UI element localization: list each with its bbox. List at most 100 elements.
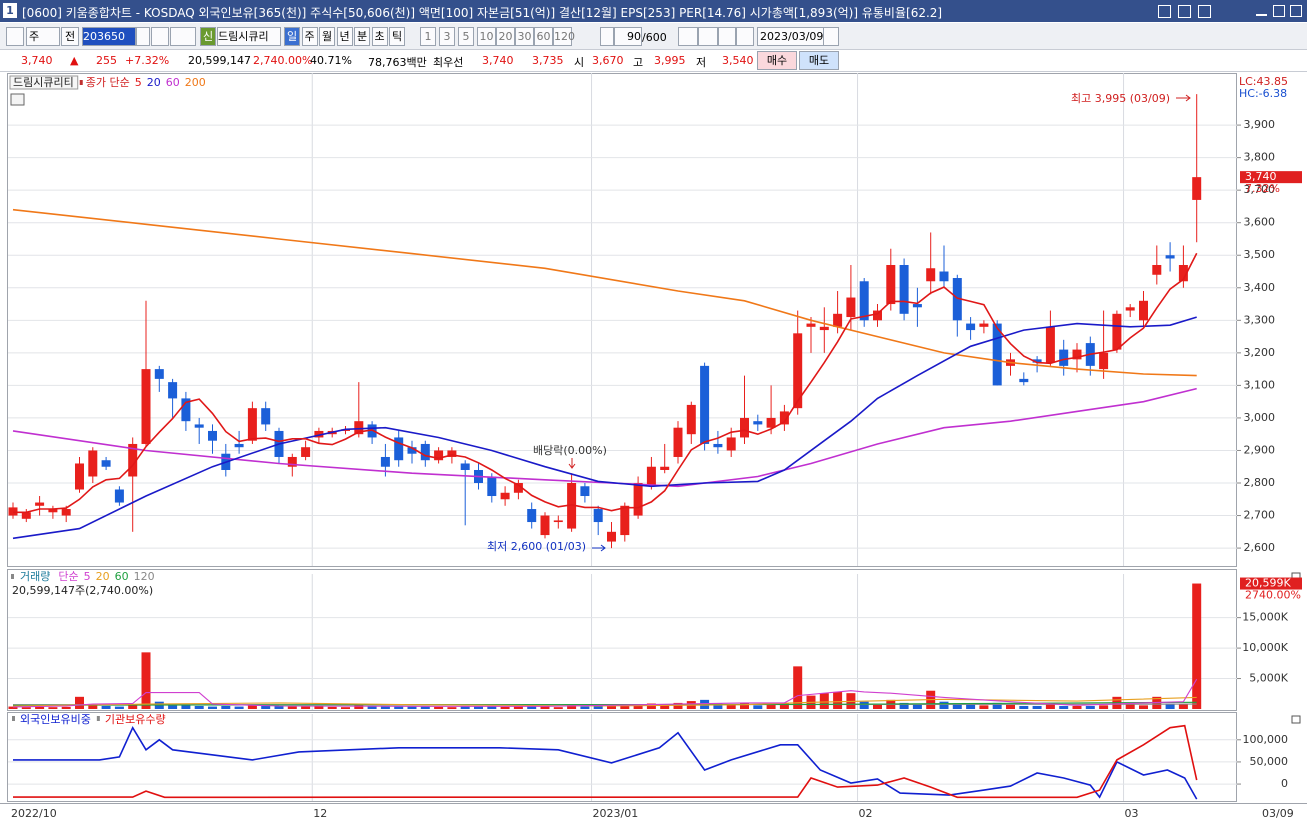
maximize[interactable] [1273,5,1285,17]
save-button[interactable] [718,27,736,46]
candle-body [500,492,510,500]
candle-body [686,404,696,435]
candle-body [1072,349,1082,360]
period-button[interactable]: 년 [336,27,353,46]
window-button[interactable] [1198,5,1211,18]
legend-entry: 기관보유수량 [105,713,166,726]
candle-body [61,509,71,516]
table-icon[interactable] [10,93,25,106]
market-select[interactable]: 주 [26,27,60,46]
period-button[interactable]: 월 [319,27,335,46]
close[interactable] [1290,5,1302,17]
interval-button[interactable]: 60 [534,27,553,46]
period-button[interactable]: 초 [371,27,388,46]
sound-button[interactable] [170,27,196,46]
period-button[interactable]: 틱 [389,27,405,46]
candle-body [527,509,537,523]
period-button[interactable]: 분 [354,27,370,46]
volume-bar [1045,703,1055,709]
y-tick-label: 3,100 [1244,378,1276,391]
y-tick-label: 3,000 [1244,411,1276,424]
period-button[interactable]: 일 [284,27,300,46]
candle-body [420,443,430,461]
dropdown[interactable] [600,27,614,46]
moving-average-line [13,252,1198,514]
candle-body [859,281,869,321]
volume-bar [274,705,284,709]
credit-badge: 신 [200,27,216,46]
interval-button[interactable]: 5 [458,27,474,46]
volume-bar [793,666,803,709]
volume-bar [553,707,563,709]
volume-bar [527,706,537,709]
interval-button[interactable]: 1 [420,27,436,46]
low: 3,540 [722,54,754,67]
candle-body [806,323,816,327]
candle-body [407,447,417,454]
legend-box [9,75,79,90]
interval-button[interactable]: 120 [553,27,575,46]
count-input[interactable]: 90 [614,27,642,46]
candle-body [1099,352,1109,370]
x-tick-label: 12 [313,807,327,820]
tool-button[interactable] [678,27,698,46]
layout-button[interactable] [6,27,24,46]
period-button[interactable]: 주 [301,27,318,46]
candle-body [979,323,989,327]
candle-body [966,323,976,331]
volume-bar [35,706,45,709]
y-tick-label: 5,000K [1249,672,1288,685]
y-tick-label: 2,600 [1244,541,1276,554]
candle-body [261,408,271,425]
panel-close[interactable] [1291,715,1301,724]
x-tick-label: 02 [859,807,873,820]
scope-button[interactable]: 전 [61,27,79,46]
calendar-button[interactable] [823,27,839,46]
ownership-panel [7,712,1237,802]
code-input[interactable]: 203650 [82,27,136,46]
sell-button[interactable]: 매도 [799,51,839,70]
volume-bar [766,704,776,709]
interval-button[interactable]: 3 [439,27,455,46]
minimize[interactable] [1256,14,1267,16]
candle-body [1125,307,1135,311]
interval-button[interactable]: 10 [477,27,496,46]
legend-marker [11,574,14,579]
interval-button[interactable]: 20 [496,27,515,46]
candle-body [740,417,749,438]
candle-body [646,466,656,487]
legend-entry: 60 [115,570,129,583]
volume-bar [21,707,31,709]
volume-bar [740,703,749,709]
search-button[interactable] [151,27,169,46]
candle-body [620,505,630,536]
title-bar: 1 [0600] 키움종합차트 - KOSDAQ 외국인보유[365(천)] 주… [0,0,1307,22]
dropdown[interactable] [136,27,150,46]
change: 255 [96,54,117,67]
volume-bar [873,703,882,709]
tool-button[interactable] [698,27,718,46]
settings-button[interactable] [736,27,754,46]
legend-label: 단순 [58,570,78,583]
candle-body [886,264,896,305]
window-button[interactable] [1158,5,1171,18]
volume-bar [394,705,404,709]
candle-body [593,509,603,523]
volume-bar [607,705,616,709]
x-tick-label: 2022/10 [11,807,57,820]
y-tick-label: 50,000 [1250,755,1289,768]
volume-bar [1165,703,1175,709]
volume-bar [1178,704,1188,709]
window-button[interactable] [1178,5,1191,18]
candle-body [434,450,444,461]
interval-button[interactable]: 30 [515,27,534,46]
buy-button[interactable]: 매수 [757,51,797,70]
date-input[interactable]: 2023/03/09 [757,27,825,46]
volume-bar [540,705,550,709]
candle-body [1192,177,1202,200]
ownership-line [13,724,1198,799]
legend-entry: 5 [84,570,91,583]
candle-body [354,421,364,435]
